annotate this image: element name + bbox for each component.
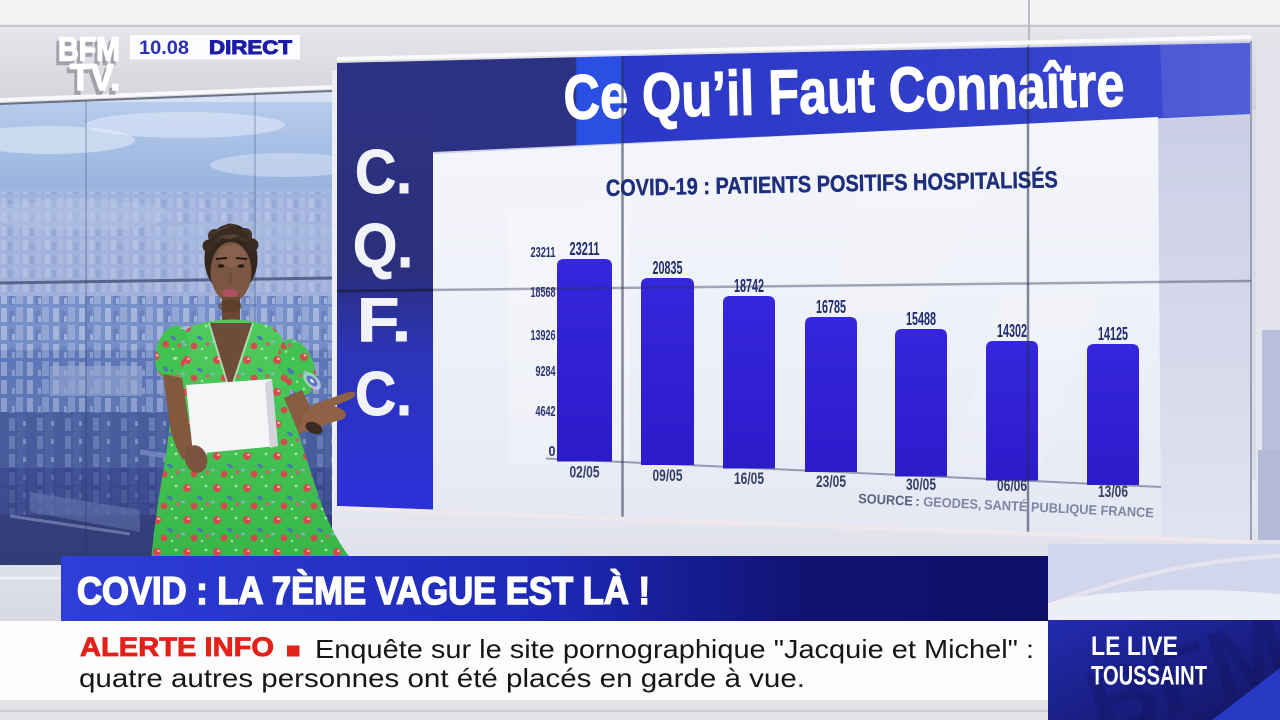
svg-text:09/05: 09/05 (653, 467, 683, 485)
svg-text:14125: 14125 (1098, 324, 1128, 344)
svg-text:BFM: BFM (58, 32, 120, 69)
svg-text:TV.: TV. (70, 57, 120, 98)
svg-text:23211: 23211 (570, 239, 600, 259)
svg-text:COVID : LA 7ÈME VAGUE EST LÀ !: COVID : LA 7ÈME VAGUE EST LÀ ! (77, 569, 650, 613)
svg-text:23211: 23211 (531, 244, 556, 261)
svg-text:TOUSSAINT: TOUSSAINT (1091, 661, 1207, 691)
svg-text:quatre autres personnes ont ét: quatre autres personnes ont été placés e… (79, 663, 805, 693)
svg-text:DIRECT: DIRECT (209, 37, 292, 59)
svg-text:15488: 15488 (906, 309, 936, 329)
svg-text:23/05: 23/05 (816, 473, 846, 491)
svg-text:30/05: 30/05 (906, 476, 936, 494)
svg-text:Q.: Q. (353, 212, 413, 281)
svg-text:F.: F. (357, 286, 411, 355)
svg-text:9284: 9284 (536, 363, 556, 380)
svg-text:16785: 16785 (816, 297, 846, 317)
svg-text:LE LIVE: LE LIVE (1091, 631, 1178, 661)
svg-text:BFM: BFM (55, 36, 117, 73)
svg-text:14302: 14302 (997, 321, 1027, 341)
svg-text:Enquête sur le site pornograph: Enquête sur le site pornographique "Jacq… (315, 634, 1034, 664)
svg-text:10.08: 10.08 (139, 37, 189, 59)
svg-text:18742: 18742 (734, 276, 764, 296)
svg-text:13926: 13926 (531, 327, 556, 344)
svg-text:02/05: 02/05 (570, 464, 600, 482)
svg-text:16/05: 16/05 (734, 470, 764, 488)
svg-text:C.: C. (355, 360, 412, 429)
svg-text:18568: 18568 (531, 284, 556, 301)
svg-text:13/06: 13/06 (1098, 483, 1128, 501)
svg-text:TV.: TV. (67, 61, 117, 102)
svg-text:0: 0 (549, 443, 556, 460)
svg-text:20835: 20835 (653, 258, 683, 278)
svg-text:C.: C. (355, 138, 412, 207)
svg-text:ALERTE INFO: ALERTE INFO (80, 632, 274, 662)
svg-text:Ce Qu’il Faut Connaître: Ce Qu’il Faut Connaître (563, 50, 1125, 133)
svg-text:4642: 4642 (536, 403, 556, 420)
svg-text:06/06: 06/06 (997, 477, 1027, 495)
